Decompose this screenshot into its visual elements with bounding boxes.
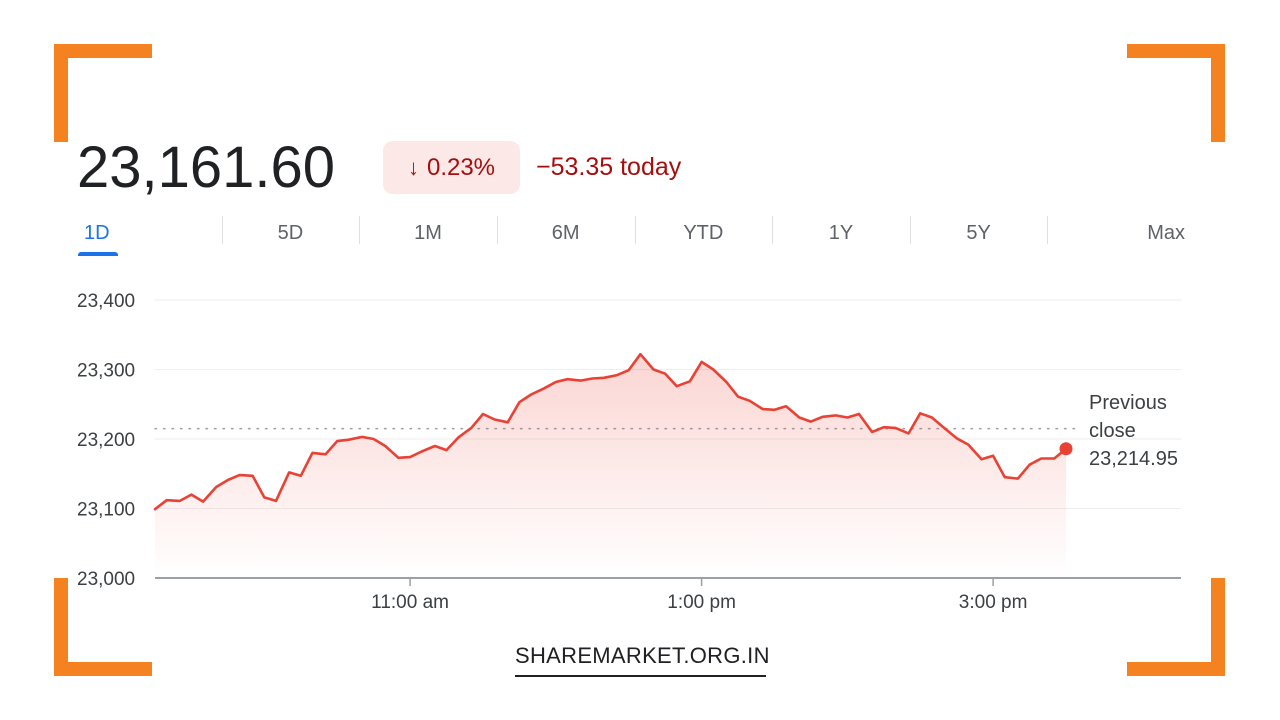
x-tick-label: 11:00 am xyxy=(371,592,449,613)
site-underline xyxy=(515,675,766,677)
y-tick-label: 23,300 xyxy=(77,361,135,382)
previous-close-value: 23,214.95 xyxy=(1089,448,1178,470)
price-line xyxy=(153,352,1068,511)
arrow-down-icon: ↓ xyxy=(407,154,419,180)
x-tick-label: 3:00 pm xyxy=(959,592,1028,613)
y-tick-label: 23,000 xyxy=(77,569,135,590)
tab-1m[interactable]: 1M xyxy=(359,208,497,258)
corner-bracket-top-left xyxy=(54,44,152,142)
change-today: −53.35 today xyxy=(536,153,682,181)
previous-close-label: close xyxy=(1089,420,1136,442)
x-tick-label: 1:00 pm xyxy=(667,592,736,613)
previous-close-label: Previous xyxy=(1089,392,1167,414)
corner-bracket-top-right xyxy=(1127,44,1225,142)
change-percent: 0.23% xyxy=(426,153,496,181)
y-tick-label: 23,400 xyxy=(77,291,135,312)
tab-5d[interactable]: 5D xyxy=(221,208,360,258)
tab-1d[interactable]: 1D xyxy=(70,208,222,258)
range-tabs: 1D 5D 1M 6M YTD 1Y 5Y Max xyxy=(70,208,1185,258)
tab-6m[interactable]: 6M xyxy=(496,208,635,258)
corner-bracket-bottom-left xyxy=(54,578,152,676)
tab-1y[interactable]: 1Y xyxy=(772,208,910,258)
tab-ytd[interactable]: YTD xyxy=(634,208,773,258)
tab-5y[interactable]: 5Y xyxy=(909,208,1048,258)
price-area xyxy=(155,354,1066,578)
change-percent-badge: ↓ 0.23% xyxy=(383,141,520,194)
y-tick-label: 23,100 xyxy=(77,500,135,521)
current-price: 23,161.60 xyxy=(77,135,336,200)
tab-max[interactable]: Max xyxy=(1047,208,1185,258)
y-tick-label: 23,200 xyxy=(77,430,135,451)
site-name[interactable]: SHAREMARKET.ORG.IN xyxy=(515,643,770,668)
last-price-dot[interactable] xyxy=(1059,442,1073,456)
corner-bracket-bottom-right xyxy=(1127,578,1225,676)
